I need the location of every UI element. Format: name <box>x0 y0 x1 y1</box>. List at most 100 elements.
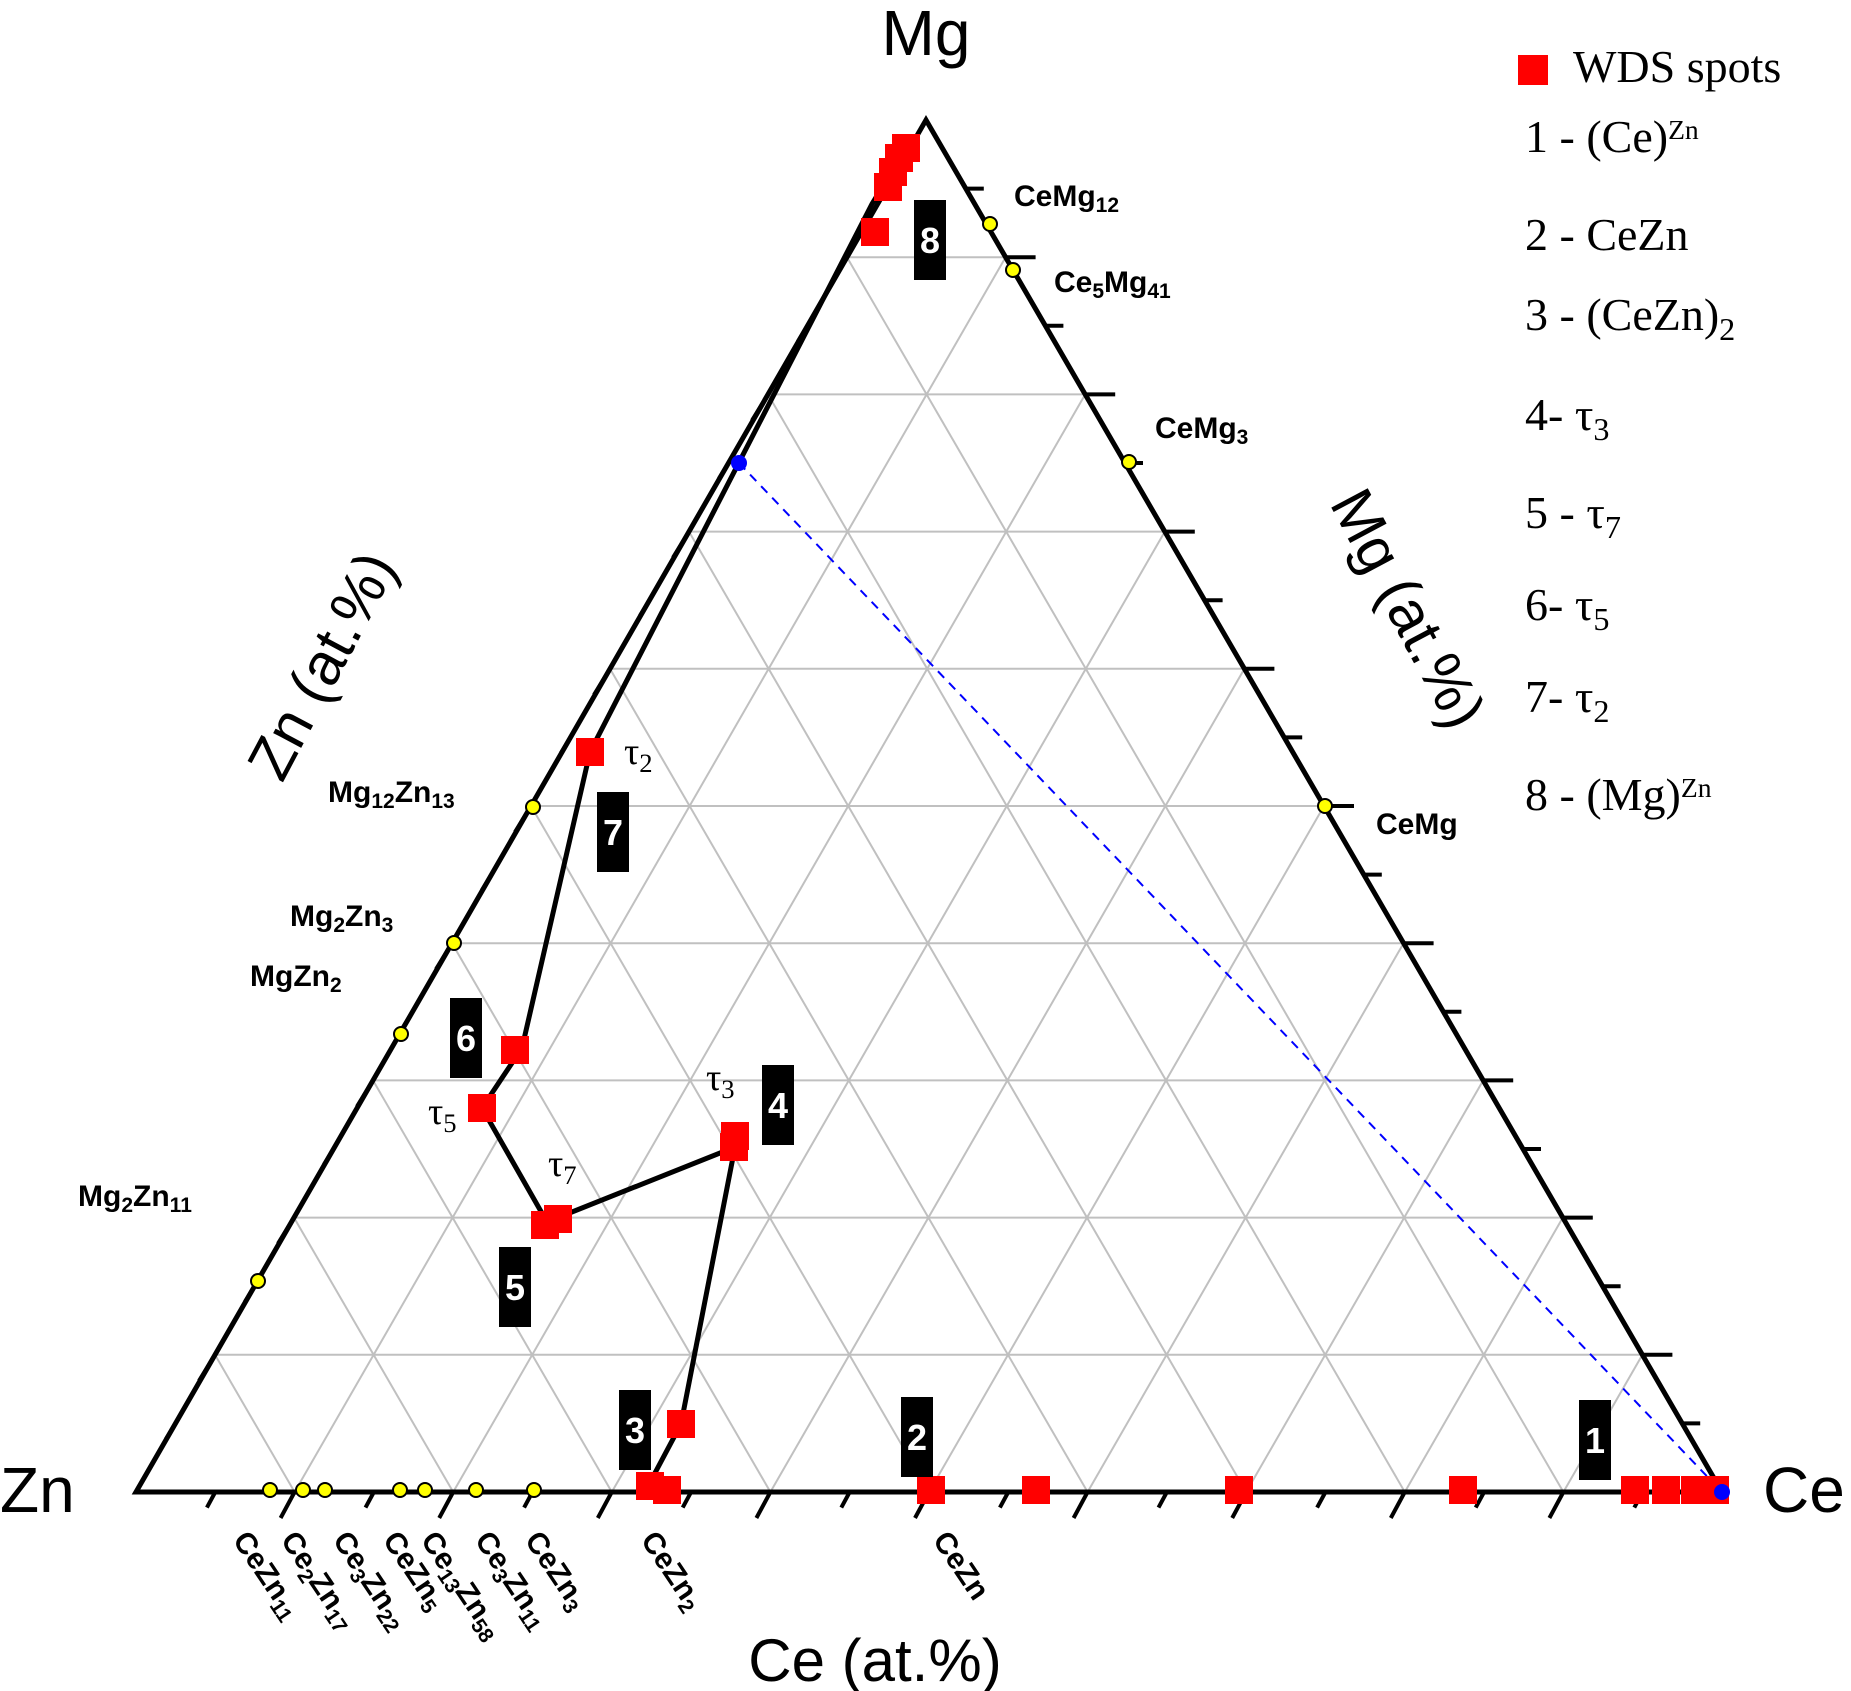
formula-part: 5 <box>1092 280 1104 303</box>
formula-part: 11 <box>170 1194 193 1217</box>
grid-line <box>610 531 1166 1493</box>
axis-tick <box>559 736 573 755</box>
axis-tick <box>197 1353 217 1382</box>
wds-spot <box>468 1094 496 1122</box>
formula-part: 2 <box>330 974 342 997</box>
formula-part: τ <box>428 1091 443 1133</box>
formula-part: Zn <box>133 1180 170 1213</box>
formula-part: τ <box>1575 389 1594 440</box>
region-label-box <box>914 200 946 280</box>
region-labels: 1 2 3 4 5 6 7 8 <box>450 200 1611 1480</box>
phase-label-mg2zn11: Mg2Zn11 <box>78 1180 192 1217</box>
legend-item: 5 - τ7 <box>1525 487 1621 545</box>
formula-part: Zn <box>395 776 432 809</box>
region-label-4: 4 <box>762 1065 794 1145</box>
phase-label-mgzn2: MgZn2 <box>250 960 342 997</box>
axis-tick <box>638 599 652 617</box>
axis-title-ce: Ce (at.%) <box>748 1627 1001 1691</box>
formula-part: MgZn <box>250 960 330 993</box>
phase-point <box>1121 454 1137 470</box>
region-label-2: 2 <box>901 1397 933 1477</box>
wds-spot <box>653 1476 681 1504</box>
wds-spot <box>917 1476 945 1504</box>
grid-line <box>928 805 1325 1493</box>
phase-point <box>317 1482 333 1498</box>
formula-part: 3 - <box>1525 289 1586 340</box>
wds-spot <box>1449 1476 1477 1504</box>
phase-point <box>392 1482 408 1498</box>
formula-part: (Ce) <box>1586 111 1668 162</box>
region-label-text: 8 <box>920 220 940 261</box>
formula-part: Zn <box>1681 772 1712 803</box>
formula-part: CeMg <box>1376 808 1458 841</box>
phase-point <box>526 1482 542 1498</box>
phase-point <box>525 799 541 815</box>
axis-tick <box>1547 1491 1566 1519</box>
legend-items: 1 - (Ce)Zn2 - CeZn3 - (CeZn)24- τ35 - τ7… <box>1525 111 1735 820</box>
region-label-8: 8 <box>914 200 946 280</box>
phase-point <box>262 1482 278 1498</box>
vertex-label-zn: Zn <box>0 1454 75 1526</box>
formula-part: 7 <box>1605 509 1621 545</box>
vertex-label-mg: Mg <box>882 0 971 69</box>
formula-part: τ <box>624 731 639 773</box>
grid-line <box>214 1354 296 1493</box>
axis-tick <box>1156 1491 1169 1509</box>
tau7-label: τ7 <box>548 1143 577 1190</box>
phase-label-cemg: CeMg <box>1376 808 1458 841</box>
region-label-text: 5 <box>505 1267 525 1308</box>
phase-point <box>1317 798 1333 814</box>
axis-tick <box>480 873 494 892</box>
axis-tick <box>1473 1491 1486 1509</box>
tau3-label: τ3 <box>706 1057 735 1104</box>
wds-spot <box>1225 1476 1253 1504</box>
axis-tick <box>401 1010 415 1029</box>
region-label-box <box>450 998 482 1078</box>
blue-point-mg-zn-edge <box>731 455 747 471</box>
formula-part: 13 <box>431 790 454 813</box>
axis-tick <box>998 1491 1011 1509</box>
formula-part: (Mg) <box>1586 769 1681 820</box>
legend-item: 8 - (Mg)Zn <box>1525 769 1712 820</box>
axis-tick <box>243 1285 257 1303</box>
grid-line <box>688 531 1248 1493</box>
formula-part: Mg <box>78 1180 121 1213</box>
phase-point <box>1005 262 1021 278</box>
formula-part: 7- <box>1525 671 1575 722</box>
axis-tick <box>1389 1491 1407 1519</box>
formula-part: τ <box>1586 487 1605 538</box>
formula-part: 41 <box>1147 280 1171 303</box>
region-label-box <box>901 1397 933 1477</box>
region-label-6: 6 <box>450 998 482 1078</box>
axis-tick <box>437 1491 455 1519</box>
axis-tick <box>276 1216 296 1245</box>
axis-tick <box>164 1422 178 1441</box>
region-label-box <box>499 1247 531 1327</box>
formula-part: τ <box>1575 579 1594 630</box>
region-label-3: 3 <box>619 1390 651 1470</box>
axis-tick <box>839 1491 852 1509</box>
region-label-text: 4 <box>768 1085 788 1126</box>
formula-part: 7 <box>563 1160 576 1190</box>
grid-line <box>1403 1217 1564 1493</box>
region-label-box <box>762 1065 794 1145</box>
axis-tick <box>1315 1491 1328 1509</box>
formula-part: 3 <box>1593 411 1609 447</box>
phase-point <box>393 1026 409 1042</box>
phase-label-cemg3: CeMg3 <box>1155 412 1248 449</box>
formula-part: 2 <box>1593 693 1609 729</box>
region-label-text: 3 <box>625 1410 645 1451</box>
axis-tick <box>363 1491 376 1509</box>
wds-spot <box>1652 1476 1680 1504</box>
formula-part: CeZn <box>1586 209 1688 260</box>
phase-point <box>468 1482 484 1498</box>
axis-tick <box>592 667 612 696</box>
formula-part: CeMg <box>1155 412 1237 445</box>
formula-part: 3 <box>1237 426 1249 449</box>
formula-part: 2 - <box>1525 209 1586 260</box>
formula-part: 12 <box>371 790 394 813</box>
formula-part: 4- <box>1525 389 1575 440</box>
blue-point-ce-vertex <box>1714 1484 1730 1500</box>
formula-part: 5 <box>1593 601 1609 637</box>
